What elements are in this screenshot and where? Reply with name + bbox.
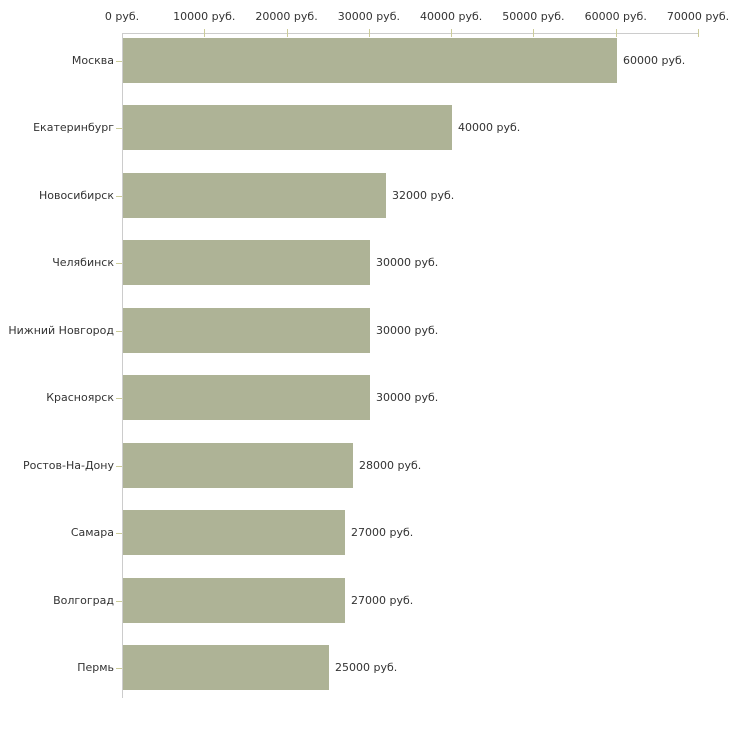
x-axis-line — [122, 33, 699, 34]
bar-value-label: 30000 руб. — [376, 323, 439, 337]
category-label: Новосибирск — [38, 188, 114, 202]
bar-value-label: 27000 руб. — [351, 525, 414, 539]
bar-value-label: 28000 руб. — [359, 458, 422, 472]
bar — [123, 105, 452, 150]
x-axis-tick — [698, 29, 699, 37]
x-axis-tick — [369, 29, 370, 37]
category-tick — [116, 61, 122, 62]
bar-value-label: 30000 руб. — [376, 255, 439, 269]
bar-value-label: 40000 руб. — [458, 120, 521, 134]
x-axis-tick-label: 30000 руб. — [337, 10, 400, 23]
y-axis-line — [122, 33, 123, 698]
category-tick — [116, 533, 122, 534]
category-tick — [116, 196, 122, 197]
x-axis-tick — [533, 29, 534, 37]
bar — [123, 375, 370, 420]
category-tick — [116, 263, 122, 264]
category-label: Самара — [70, 525, 114, 539]
category-label: Пермь — [77, 660, 114, 674]
category-tick — [116, 466, 122, 467]
bar-value-label: 32000 руб. — [392, 188, 455, 202]
bar — [123, 308, 370, 353]
category-label: Нижний Новгород — [8, 323, 114, 337]
x-axis-tick-label: 10000 руб. — [173, 10, 236, 23]
bar — [123, 510, 345, 555]
x-axis-tick — [616, 29, 617, 37]
category-label: Ростов-На-Дону — [22, 458, 114, 472]
category-tick — [116, 601, 122, 602]
x-axis-tick — [287, 29, 288, 37]
x-axis-tick-label: 50000 руб. — [502, 10, 565, 23]
category-tick — [116, 668, 122, 669]
category-label: Екатеринбург — [33, 120, 114, 134]
category-tick — [116, 398, 122, 399]
category-tick — [116, 331, 122, 332]
bar — [123, 578, 345, 623]
x-axis-tick — [451, 29, 452, 37]
category-label: Москва — [71, 53, 114, 67]
bar-value-label: 60000 руб. — [623, 53, 686, 67]
bar-value-label: 25000 руб. — [335, 660, 398, 674]
bar — [123, 173, 386, 218]
bar-value-label: 27000 руб. — [351, 593, 414, 607]
x-axis-tick-label: 60000 руб. — [584, 10, 647, 23]
x-axis-tick-label: 70000 руб. — [666, 10, 730, 23]
bar — [123, 443, 353, 488]
category-label: Волгоград — [53, 593, 114, 607]
x-axis-tick — [204, 29, 205, 37]
x-axis-tick-label: 40000 руб. — [420, 10, 483, 23]
bar-value-label: 30000 руб. — [376, 390, 439, 404]
category-label: Красноярск — [46, 390, 114, 404]
bar — [123, 38, 617, 83]
category-tick — [116, 128, 122, 129]
category-label: Челябинск — [52, 255, 114, 269]
x-axis-tick-label: 0 руб. — [104, 10, 140, 23]
bar — [123, 240, 370, 285]
x-axis-tick-label: 20000 руб. — [255, 10, 318, 23]
bar — [123, 645, 329, 690]
